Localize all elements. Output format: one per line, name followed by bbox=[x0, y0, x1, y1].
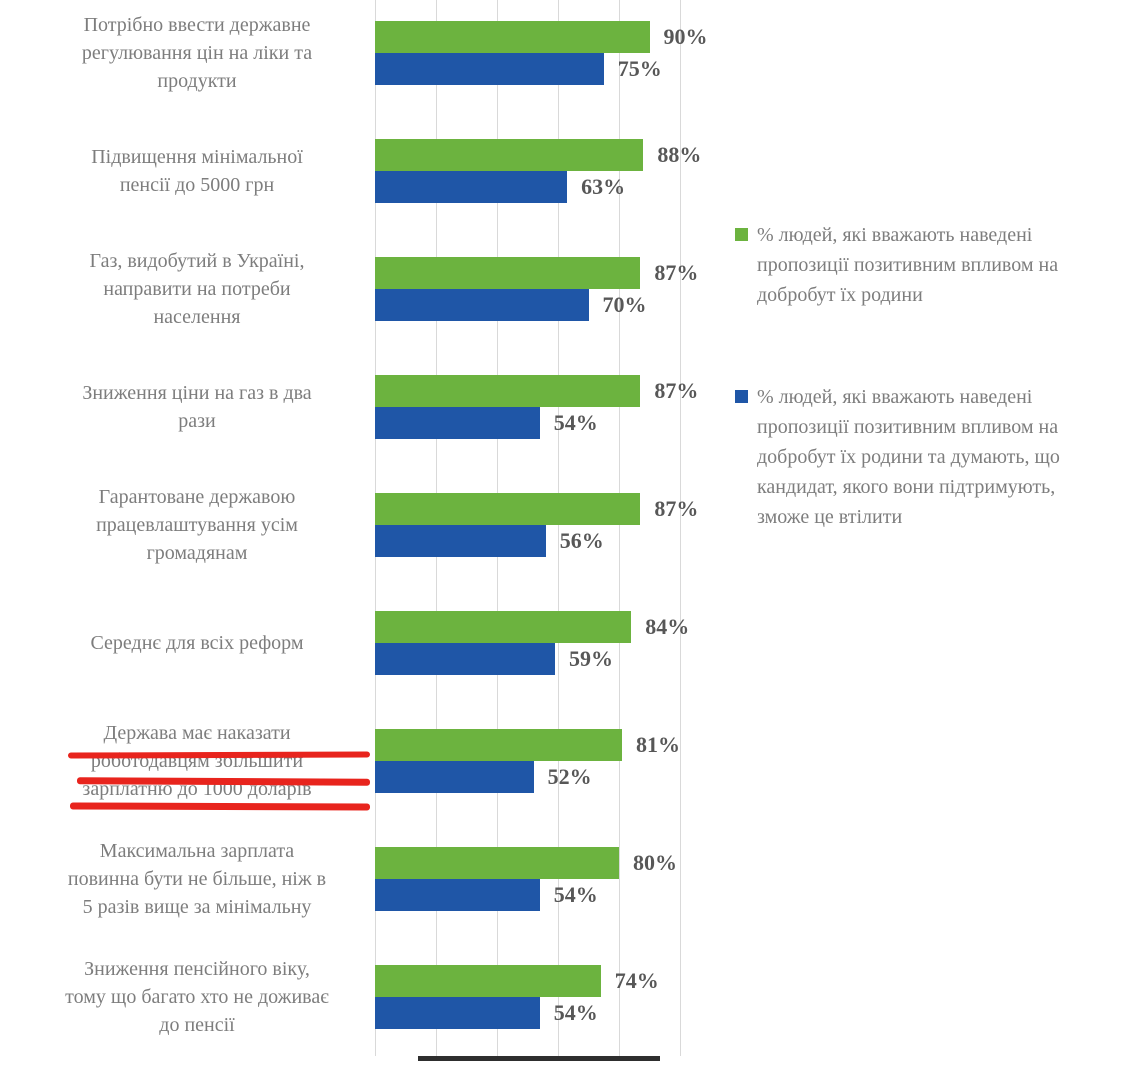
category-label: Потрібно ввести державне регулювання цін… bbox=[81, 14, 313, 92]
bar-blue bbox=[375, 53, 604, 85]
legend-item-green: % людей, які вважають наведені пропозиці… bbox=[735, 220, 1093, 310]
legend-swatch-green-icon bbox=[735, 228, 748, 241]
category-label: Підвищення мінімальної пенсії до 5000 гр… bbox=[91, 146, 303, 196]
bar-green bbox=[375, 729, 623, 761]
bar-blue bbox=[375, 761, 534, 793]
red-underline-annotation-3 bbox=[69, 802, 371, 811]
bar-value-blue: 56% bbox=[559, 528, 604, 553]
bar-blue bbox=[375, 643, 555, 675]
bar-blue bbox=[375, 171, 568, 203]
bar-value-blue: 75% bbox=[617, 56, 662, 81]
legend-swatch-blue-icon bbox=[735, 390, 748, 403]
bar-green bbox=[375, 375, 641, 407]
bar-value-green: 81% bbox=[636, 732, 681, 757]
bar-value-blue: 54% bbox=[553, 882, 598, 907]
bar-blue bbox=[375, 997, 540, 1029]
bar-value-green: 90% bbox=[663, 24, 708, 49]
bar-blue bbox=[375, 289, 589, 321]
bar-green bbox=[375, 847, 619, 879]
bar-blue bbox=[375, 407, 540, 439]
legend-item-blue: % людей, які вважають наведені пропозиці… bbox=[735, 382, 1093, 532]
category-label: Середнє для всіх реформ bbox=[90, 632, 304, 654]
category-label: Гарантоване державою працевлаштування ус… bbox=[96, 486, 298, 564]
bar-value-blue: 70% bbox=[602, 292, 647, 317]
bar-value-blue: 54% bbox=[553, 1000, 598, 1025]
bar-green bbox=[375, 139, 644, 171]
bar-value-blue: 52% bbox=[547, 764, 592, 789]
bar-value-blue: 63% bbox=[581, 174, 626, 199]
bar-value-blue: 59% bbox=[568, 646, 613, 671]
bar-green bbox=[375, 257, 641, 289]
gridline bbox=[558, 0, 559, 1056]
category-label: Держава має наказати роботодавцям збільш… bbox=[82, 722, 312, 800]
bar-green bbox=[375, 493, 641, 525]
category-label: Зниження пенсійного віку, тому що багато… bbox=[65, 958, 329, 1036]
bar-value-green: 74% bbox=[614, 968, 659, 993]
black-underline-annotation bbox=[418, 1056, 660, 1061]
category-label: Газ, видобутий в Україні, направити на п… bbox=[89, 250, 305, 328]
bar-value-green: 84% bbox=[645, 614, 690, 639]
legend-label-green: % людей, які вважають наведені пропозиці… bbox=[757, 224, 1059, 306]
gridline bbox=[619, 0, 620, 1056]
category-label: Максимальна зарплата повинна бути не біл… bbox=[67, 840, 327, 918]
bar-value-green: 87% bbox=[654, 260, 699, 285]
bar-green bbox=[375, 965, 601, 997]
gridline bbox=[680, 0, 681, 1056]
bar-blue bbox=[375, 879, 540, 911]
bar-green bbox=[375, 611, 632, 643]
bar-value-blue: 54% bbox=[553, 410, 598, 435]
bar-value-green: 87% bbox=[654, 378, 699, 403]
bar-blue bbox=[375, 525, 546, 557]
legend-label-blue: % людей, які вважають наведені пропозиці… bbox=[757, 386, 1060, 528]
category-label: Зниження ціни на газ в два рази bbox=[82, 382, 312, 432]
bar-value-green: 88% bbox=[657, 142, 702, 167]
bar-green bbox=[375, 21, 650, 53]
bar-value-green: 87% bbox=[654, 496, 699, 521]
bar-value-green: 80% bbox=[633, 850, 677, 875]
red-underline-annotation-1 bbox=[67, 751, 371, 759]
